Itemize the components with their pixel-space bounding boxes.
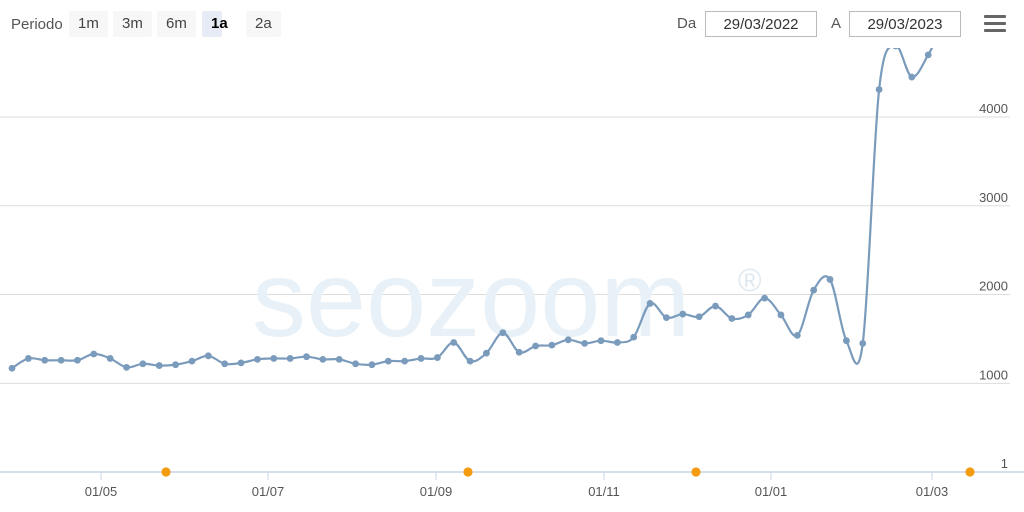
grid-lines [0, 116, 1010, 384]
hamburger-menu-icon[interactable] [984, 15, 1006, 35]
range-button-1a[interactable]: 1a [202, 11, 228, 37]
data-point[interactable] [384, 357, 392, 365]
data-point[interactable] [286, 355, 294, 362]
data-point[interactable] [254, 355, 261, 363]
x-tick-label: 01/09 [420, 484, 453, 499]
data-point[interactable] [204, 352, 212, 360]
data-point[interactable] [499, 329, 507, 337]
data-point[interactable] [695, 313, 703, 321]
event-marker[interactable] [161, 467, 171, 477]
data-point[interactable] [155, 362, 163, 369]
range-button-3m[interactable]: 3m [113, 11, 152, 37]
x-axis-labels: 01/05 01/07 01/09 01/11 01/01 01/03 [85, 484, 949, 499]
event-marker[interactable] [691, 467, 701, 477]
data-point[interactable] [810, 286, 818, 294]
data-point[interactable] [41, 356, 49, 364]
data-point[interactable] [777, 311, 785, 319]
data-point[interactable] [319, 355, 327, 363]
data-point[interactable] [74, 356, 81, 364]
event-marker[interactable] [463, 467, 473, 477]
data-point[interactable] [221, 360, 229, 368]
x-tick-label: 01/05 [85, 484, 118, 499]
data-point[interactable] [630, 333, 638, 341]
data-point[interactable] [450, 339, 458, 346]
data-point[interactable] [139, 360, 147, 368]
data-point[interactable] [875, 86, 883, 93]
y-tick-label: 3000 [979, 190, 1008, 205]
y-tick-label: 1000 [979, 367, 1008, 382]
range-button-1m[interactable]: 1m [69, 11, 108, 37]
y-tick-label: 1 [1001, 456, 1008, 471]
data-point[interactable] [793, 331, 801, 339]
watermark-registered-mark: ® [738, 262, 762, 298]
watermark: seozoom ® [252, 238, 762, 359]
data-point[interactable] [892, 48, 899, 50]
data-point[interactable] [744, 311, 752, 319]
y-tick-label: 4000 [979, 101, 1008, 116]
data-point[interactable] [106, 355, 114, 362]
data-point[interactable] [679, 310, 687, 318]
chart-toolbar: Periodo 1m 3m 6m 1a 2a Da A [0, 0, 1024, 48]
x-tick-label: 01/03 [916, 484, 949, 499]
data-point[interactable] [859, 339, 867, 347]
data-point[interactable] [352, 360, 359, 368]
x-tick-label: 01/11 [588, 484, 620, 499]
data-point[interactable] [172, 361, 180, 369]
data-point[interactable] [515, 348, 523, 356]
data-point[interactable] [24, 355, 32, 362]
to-date-input[interactable] [849, 11, 961, 37]
data-point[interactable] [368, 361, 376, 369]
data-point[interactable] [761, 294, 768, 302]
watermark-logo: seozoom [252, 238, 690, 359]
range-button-2a[interactable]: 2a [246, 11, 281, 37]
event-markers[interactable] [161, 467, 975, 477]
data-point[interactable] [564, 336, 572, 344]
data-point[interactable] [924, 51, 932, 59]
x-tick-label: 01/01 [755, 484, 788, 499]
data-point[interactable] [466, 357, 474, 365]
data-point[interactable] [597, 337, 605, 345]
line-chart: seozoom ® 110002000300040005000 01/0501/… [0, 48, 1024, 499]
data-point[interactable] [188, 357, 196, 365]
data-point[interactable] [548, 341, 556, 349]
data-point[interactable] [663, 314, 670, 322]
y-axis-labels: 110002000300040005000 [979, 101, 1008, 471]
data-point[interactable] [908, 73, 916, 81]
data-point[interactable] [303, 353, 310, 361]
event-marker[interactable] [965, 467, 975, 477]
data-point[interactable] [57, 356, 65, 364]
data-point[interactable] [581, 339, 589, 347]
range-button-6m[interactable]: 6m [157, 11, 196, 37]
y-tick-label: 2000 [979, 279, 1008, 294]
data-point[interactable] [237, 359, 245, 367]
period-label: Periodo [11, 16, 63, 33]
data-point[interactable] [433, 354, 441, 361]
data-point[interactable] [712, 302, 719, 310]
data-point[interactable] [826, 276, 834, 283]
data-point[interactable] [90, 350, 98, 358]
data-point[interactable] [8, 364, 16, 372]
series-points[interactable] [8, 48, 1014, 372]
data-point[interactable] [417, 355, 425, 362]
from-date-label: Da [677, 15, 697, 32]
x-tick-label: 01/07 [252, 484, 285, 499]
data-point[interactable] [728, 315, 736, 322]
data-point[interactable] [842, 337, 850, 345]
x-axis [0, 471, 1024, 480]
data-point[interactable] [401, 357, 409, 365]
data-point[interactable] [483, 349, 490, 357]
from-date-input[interactable] [705, 11, 817, 37]
to-date-label: A [831, 15, 842, 32]
data-point[interactable] [123, 363, 130, 371]
data-point[interactable] [613, 339, 621, 346]
data-point[interactable] [646, 300, 654, 307]
data-point[interactable] [532, 342, 539, 350]
data-point[interactable] [335, 355, 343, 363]
data-point[interactable] [270, 355, 278, 362]
